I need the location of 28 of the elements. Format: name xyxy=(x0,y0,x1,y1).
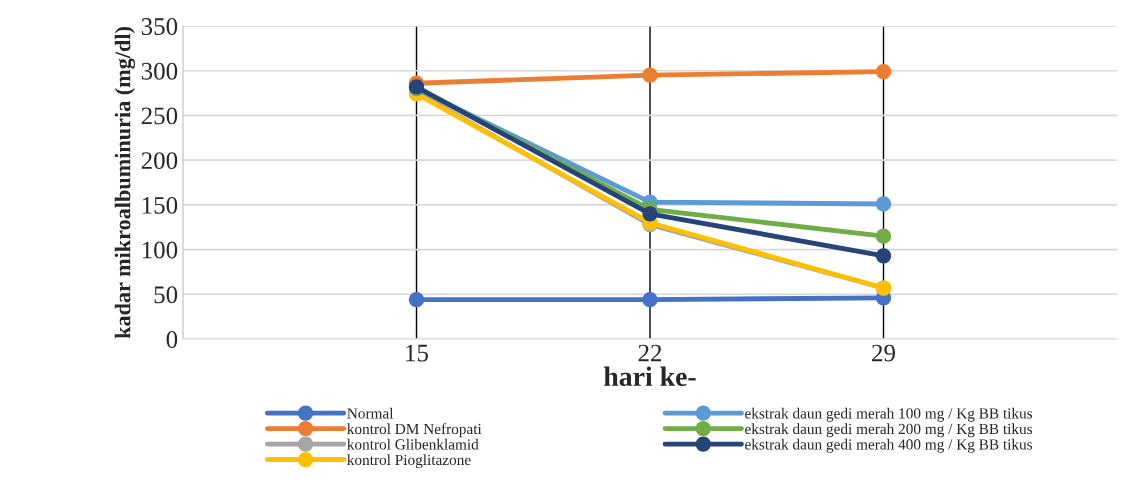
y-tick-label: 50 xyxy=(154,286,178,304)
legend-label: Normal xyxy=(347,407,394,419)
legend-label: kontrol Glibenklamid xyxy=(347,438,479,450)
x-tick-label: 15 xyxy=(406,344,429,362)
x-tick-label: 22 xyxy=(638,344,662,362)
x-tick-label: 29 xyxy=(872,344,895,362)
point xyxy=(642,67,658,83)
point xyxy=(408,292,425,308)
point xyxy=(875,196,892,212)
y-tick-label: 150 xyxy=(142,196,178,214)
point xyxy=(875,63,892,80)
y-tick-label: 200 xyxy=(141,152,178,170)
legend-label: kontrol Pioglitazone xyxy=(347,454,471,469)
y-tick-label: 300 xyxy=(141,62,178,80)
y-tick-label: 100 xyxy=(142,241,178,259)
x-axis-title: hari ke- xyxy=(604,366,696,387)
point xyxy=(875,228,892,244)
legend-label: ekstrak daun gedi merah 400 mg / Kg BB tikus xyxy=(745,438,1033,453)
y-tick-label: 350 xyxy=(141,18,178,35)
y-axis-title: kadar mikroalbuminuria (mg/dl) xyxy=(114,27,136,339)
point xyxy=(642,292,658,308)
legend-label: ekstrak daun gedi merah 100 mg / Kg BB tikus xyxy=(745,407,1033,422)
point xyxy=(875,248,892,264)
y-tick-label: 0 xyxy=(166,331,178,348)
y-tick-label: 250 xyxy=(141,107,178,125)
legend-label: kontrol DM Nefropati xyxy=(347,423,482,438)
point xyxy=(642,206,658,222)
legend-label: ekstrak daun gedi merah 200 mg / Kg BB tikus xyxy=(745,423,1033,438)
